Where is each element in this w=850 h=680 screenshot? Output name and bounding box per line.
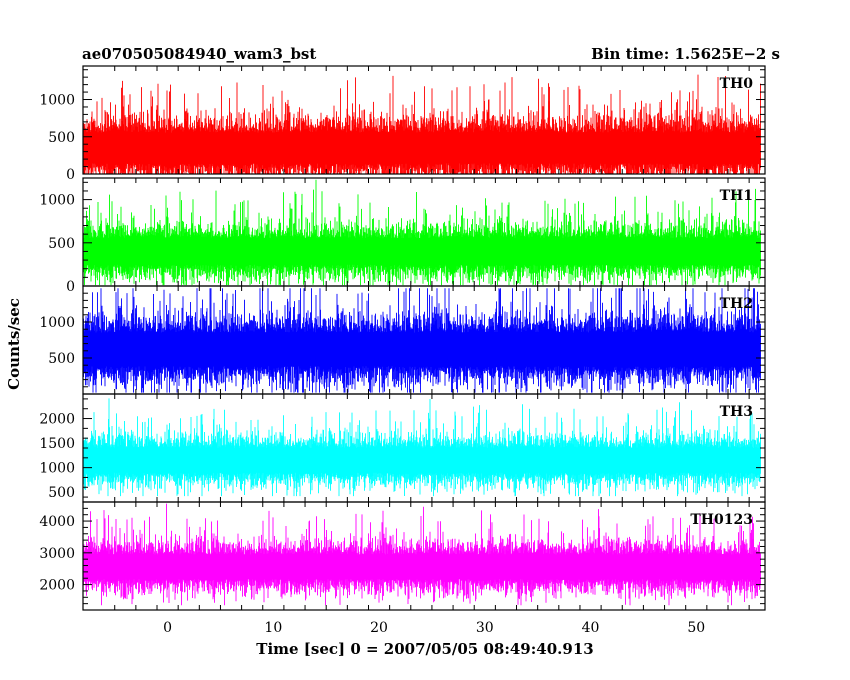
x-axis-label: Time [sec] 0 = 2007/05/05 08:49:40.913	[256, 640, 593, 658]
y-tick-label: 1000	[39, 193, 75, 209]
panel-frame	[82, 501, 766, 611]
y-tick-label: 1000	[39, 315, 75, 331]
series-th2	[83, 288, 761, 393]
x-tick-label: 30	[476, 620, 494, 636]
x-tick-label: 50	[687, 620, 705, 636]
panel-th3: 500 1000 1500 2000 TH3	[39, 393, 766, 503]
panel-label-th1: TH1	[720, 188, 753, 204]
bin-time-label: Bin time: 1.5625E−2 s	[591, 45, 780, 63]
y-tick-label: 500	[48, 130, 75, 146]
series-th0	[83, 74, 761, 174]
y-tick-label: 3000	[39, 546, 75, 562]
plot-header-title: ae070505084940_wam3_bst	[82, 45, 316, 63]
y-tick-label: 1500	[39, 436, 75, 452]
series-th0123	[83, 503, 761, 606]
panel-label-th3: TH3	[720, 404, 753, 420]
x-tick-label: 40	[582, 620, 600, 636]
series-th1	[83, 179, 761, 286]
y-axis-label: Counts/sec	[5, 298, 23, 390]
panel-th1: 0 500 1000 TH1	[39, 177, 766, 295]
panel-label-th0123: TH0123	[690, 512, 753, 528]
panels-group: 0 500 1000 TH0 0 500 1000 TH1 500 1000 TH2 500 1000 1…	[39, 65, 766, 611]
y-tick-label: 0	[66, 279, 75, 295]
x-tick-label: 20	[370, 620, 388, 636]
panel-frame	[82, 65, 766, 175]
y-tick-label: 2000	[39, 578, 75, 594]
x-tick-label: 10	[264, 620, 282, 636]
y-tick-label: 500	[48, 351, 75, 367]
x-tick-label: 0	[163, 620, 172, 636]
y-tick-label: 500	[48, 236, 75, 252]
series-th3	[83, 398, 761, 497]
panel-label-th2: TH2	[720, 296, 753, 312]
panel-label-th0: TH0	[720, 76, 754, 92]
y-tick-label: 1000	[39, 461, 75, 477]
panel-th2: 500 1000 TH2	[39, 285, 766, 395]
y-tick-label: 4000	[39, 514, 75, 530]
x-axis: 0 10 20 30 40 50	[163, 620, 705, 636]
panel-th0123: 2000 3000 4000 TH0123	[39, 501, 766, 611]
y-tick-label: 0	[66, 167, 75, 183]
y-tick-label: 1000	[39, 93, 75, 109]
panel-th0: 0 500 1000 TH0	[39, 65, 766, 183]
y-tick-label: 2000	[39, 412, 75, 428]
y-tick-label: 500	[48, 485, 75, 501]
